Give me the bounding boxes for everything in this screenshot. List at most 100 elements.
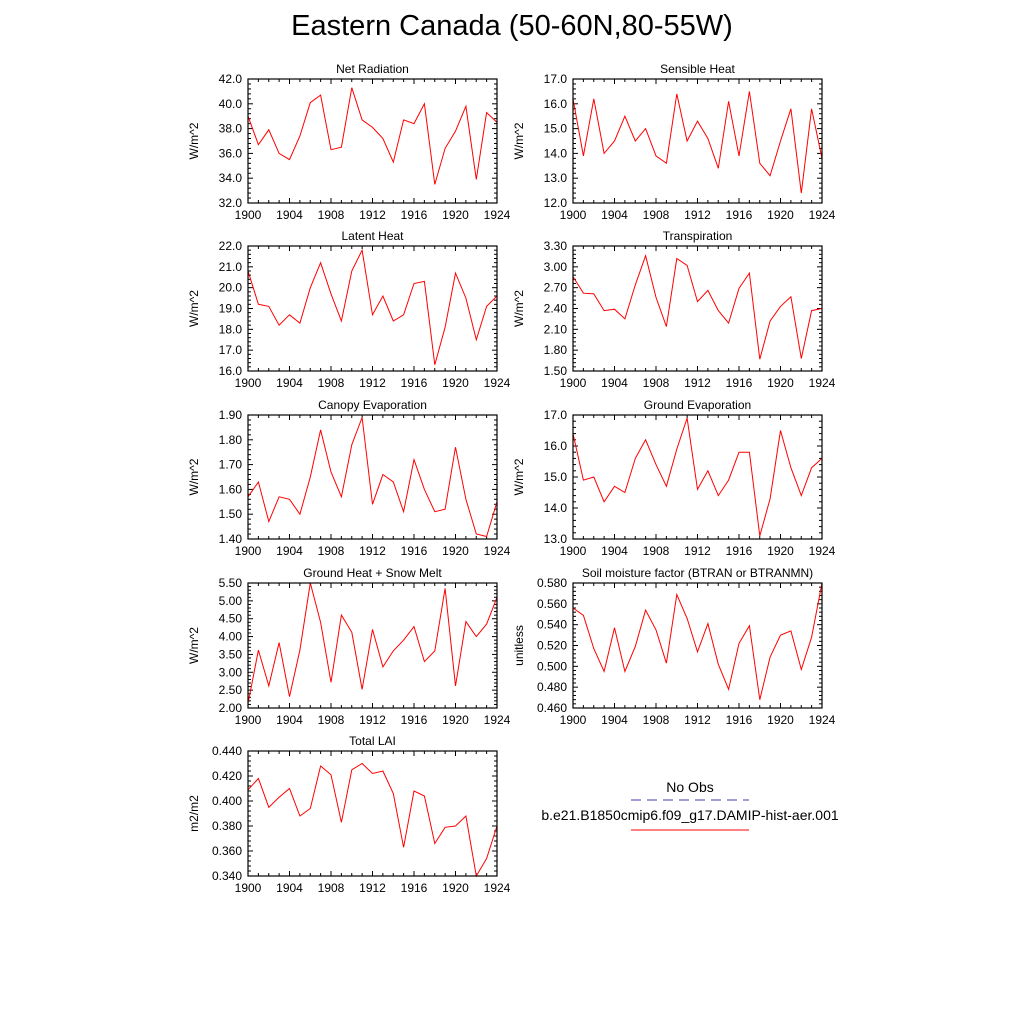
x-tick-label: 1924 <box>484 881 511 895</box>
y-tick-label: 3.00 <box>219 665 243 679</box>
y-axis-label: W/m^2 <box>187 122 201 159</box>
y-tick-label: 3.30 <box>544 239 568 253</box>
chart-panel: Canopy Evaporation W/m^2 1.40 1.50 1.60 1.70 1… <box>187 398 511 558</box>
x-tick-label: 1912 <box>359 881 386 895</box>
y-tick-label: 13.0 <box>544 532 568 546</box>
series-line <box>572 91 823 194</box>
chart-panel: Latent Heat W/m^2 16.0 17.0 18.0 19.0 20.0 21.0… <box>187 229 511 390</box>
y-axis-label: W/m^2 <box>512 290 526 327</box>
legend-model-label: b.e21.B1850cmip6.f09_g17.DAMIP-hist-aer.… <box>541 807 839 823</box>
y-tick-label: 40.0 <box>219 97 243 111</box>
x-tick-label: 1924 <box>809 544 836 558</box>
legend-obs-label: No Obs <box>666 779 714 795</box>
plot-frame <box>247 750 498 877</box>
chart-title: Canopy Evaporation <box>318 398 427 412</box>
y-axis-label: W/m^2 <box>187 458 201 495</box>
y-tick-label: 0.400 <box>212 794 242 808</box>
x-tick-label: 1916 <box>726 713 753 727</box>
y-tick-label: 38.0 <box>219 122 243 136</box>
x-tick-label: 1924 <box>484 713 511 727</box>
x-tick-label: 1916 <box>401 713 428 727</box>
x-tick-label: 1920 <box>767 376 794 390</box>
x-tick-label: 1920 <box>767 208 794 222</box>
y-tick-label: 34.0 <box>219 171 243 185</box>
x-tick-label: 1924 <box>809 208 836 222</box>
chart-panel: Ground Heat + Snow Melt W/m^2 2.00 2.50 3.00… <box>187 566 511 727</box>
x-tick-label: 1916 <box>401 208 428 222</box>
x-tick-label: 1908 <box>318 208 345 222</box>
x-tick-label: 1900 <box>235 881 262 895</box>
chart-panel: Transpiration W/m^2 1.50 1.80 2.10 2.40 2.70 3.… <box>512 229 836 390</box>
y-tick-label: 14.0 <box>544 146 568 160</box>
y-tick-label: 17.0 <box>544 408 568 422</box>
y-tick-label: 0.500 <box>537 659 567 673</box>
y-tick-label: 4.00 <box>219 630 243 644</box>
x-tick-label: 1920 <box>767 544 794 558</box>
x-tick-label: 1900 <box>235 376 262 390</box>
x-tick-label: 1920 <box>442 881 469 895</box>
plot-frame <box>247 414 498 540</box>
y-tick-label: 42.0 <box>219 72 243 86</box>
y-tick-label: 17.0 <box>544 72 568 86</box>
plot-frame <box>572 414 823 540</box>
y-tick-label: 1.90 <box>219 408 243 422</box>
y-tick-label: 19.0 <box>219 302 243 316</box>
y-tick-label: 16.0 <box>219 364 243 378</box>
x-tick-label: 1924 <box>809 376 836 390</box>
x-tick-label: 1900 <box>235 208 262 222</box>
series-line <box>247 248 498 365</box>
chart-title: Net Radiation <box>336 62 409 76</box>
series-line <box>247 762 498 878</box>
y-tick-label: 1.80 <box>219 433 243 447</box>
y-axis-label: W/m^2 <box>512 458 526 495</box>
x-tick-label: 1904 <box>276 376 303 390</box>
x-tick-label: 1904 <box>276 713 303 727</box>
y-tick-label: 3.00 <box>544 260 568 274</box>
x-tick-label: 1916 <box>726 208 753 222</box>
y-tick-label: 20.0 <box>219 281 243 295</box>
x-tick-label: 1912 <box>684 713 711 727</box>
y-tick-label: 32.0 <box>219 196 243 210</box>
x-tick-label: 1924 <box>484 208 511 222</box>
x-tick-label: 1912 <box>684 544 711 558</box>
y-tick-label: 15.0 <box>544 122 568 136</box>
chart-title: Sensible Heat <box>660 62 735 76</box>
x-tick-label: 1916 <box>726 544 753 558</box>
y-tick-label: 16.0 <box>544 97 568 111</box>
x-tick-label: 1900 <box>235 544 262 558</box>
series-line <box>247 87 498 185</box>
plot-frame <box>247 245 498 372</box>
x-tick-label: 1908 <box>643 713 670 727</box>
x-tick-label: 1912 <box>359 376 386 390</box>
chart-title: Ground Heat + Snow Melt <box>303 566 442 580</box>
plot-frame <box>572 582 823 709</box>
y-tick-label: 1.70 <box>219 458 243 472</box>
y-tick-label: 1.40 <box>219 532 243 546</box>
x-tick-label: 1920 <box>442 208 469 222</box>
x-tick-label: 1912 <box>359 713 386 727</box>
y-tick-label: 2.00 <box>219 701 243 715</box>
y-tick-label: 0.480 <box>537 680 567 694</box>
y-tick-label: 0.540 <box>537 618 567 632</box>
x-tick-label: 1904 <box>601 376 628 390</box>
plot-frame <box>247 582 498 709</box>
x-tick-label: 1916 <box>401 376 428 390</box>
chart-title: Latent Heat <box>341 229 404 243</box>
chart-panel: Ground Evaporation W/m^2 13.0 14.0 15.0 16.0 1… <box>512 398 836 558</box>
plot-frame <box>572 245 823 372</box>
x-tick-label: 1920 <box>442 376 469 390</box>
x-tick-label: 1904 <box>276 544 303 558</box>
chart-panel: Total LAI m2/m2 0.340 0.360 0.380 0.400 0.420 0… <box>187 734 511 895</box>
y-tick-label: 5.50 <box>219 576 243 590</box>
y-tick-label: 3.50 <box>219 647 243 661</box>
y-axis-label: W/m^2 <box>187 627 201 664</box>
y-tick-label: 12.0 <box>544 196 568 210</box>
y-tick-label: 0.560 <box>537 597 567 611</box>
chart-title: Transpiration <box>663 229 733 243</box>
x-tick-label: 1908 <box>318 881 345 895</box>
chart-title: Total LAI <box>349 734 396 748</box>
x-tick-label: 1908 <box>643 544 670 558</box>
chart-title: Soil moisture factor (BTRAN or BTRANMN) <box>582 566 813 580</box>
x-tick-label: 1908 <box>643 208 670 222</box>
